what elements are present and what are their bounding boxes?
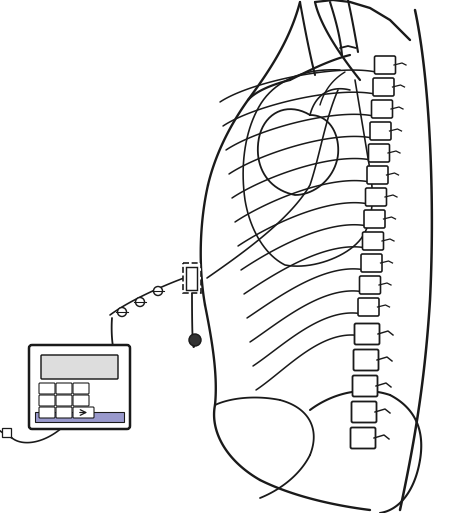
FancyBboxPatch shape: [358, 298, 379, 316]
FancyBboxPatch shape: [73, 407, 94, 418]
FancyBboxPatch shape: [186, 266, 198, 289]
FancyBboxPatch shape: [365, 188, 386, 206]
FancyBboxPatch shape: [73, 395, 89, 406]
FancyBboxPatch shape: [73, 383, 89, 394]
FancyBboxPatch shape: [350, 427, 375, 448]
FancyBboxPatch shape: [372, 100, 392, 118]
FancyBboxPatch shape: [355, 324, 380, 345]
Circle shape: [189, 334, 201, 346]
FancyBboxPatch shape: [367, 166, 388, 184]
FancyBboxPatch shape: [363, 232, 383, 250]
FancyBboxPatch shape: [373, 78, 394, 96]
FancyBboxPatch shape: [39, 383, 55, 394]
FancyBboxPatch shape: [56, 383, 72, 394]
FancyBboxPatch shape: [56, 395, 72, 406]
FancyBboxPatch shape: [370, 122, 391, 140]
Bar: [35, 412, 124, 422]
FancyBboxPatch shape: [368, 144, 390, 162]
FancyBboxPatch shape: [183, 263, 201, 293]
Bar: [2, 428, 11, 437]
FancyBboxPatch shape: [41, 355, 118, 379]
FancyBboxPatch shape: [29, 345, 130, 429]
FancyBboxPatch shape: [374, 56, 395, 74]
Circle shape: [154, 286, 163, 295]
FancyBboxPatch shape: [352, 402, 376, 423]
FancyBboxPatch shape: [359, 276, 381, 294]
FancyBboxPatch shape: [353, 376, 377, 397]
FancyBboxPatch shape: [354, 349, 379, 370]
FancyBboxPatch shape: [364, 210, 385, 228]
FancyBboxPatch shape: [39, 395, 55, 406]
Circle shape: [118, 307, 127, 317]
FancyBboxPatch shape: [39, 407, 55, 418]
FancyBboxPatch shape: [56, 407, 72, 418]
Circle shape: [136, 298, 145, 306]
FancyBboxPatch shape: [361, 254, 382, 272]
